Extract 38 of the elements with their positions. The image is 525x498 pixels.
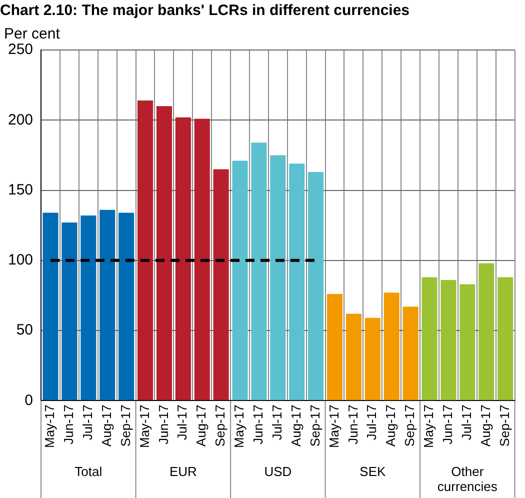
x-tick-label: Jun-17 — [345, 404, 360, 444]
y-tick-label: 50 — [16, 322, 34, 339]
x-tick-label: Jul-17 — [458, 404, 474, 440]
y-tick-label: 100 — [8, 252, 34, 269]
x-tick-label: Jun-17 — [156, 404, 171, 444]
text: SEK — [360, 464, 386, 480]
text: USD — [264, 464, 292, 480]
x-tick-label: Sep-17 — [212, 404, 228, 447]
y-tick-label: 250 — [8, 41, 34, 58]
x-tick-label: Jul-17 — [269, 404, 284, 440]
x-tick-label: May-17 — [421, 404, 436, 448]
x-tick-label: Jun-17 — [61, 404, 76, 444]
x-tick-label: Jun-17 — [250, 404, 266, 444]
y-tick-label: 0 — [24, 392, 34, 409]
x-tick-label: Aug-17 — [383, 404, 398, 447]
x-tick-label: Aug-17 — [194, 404, 209, 447]
x-tick-label: Aug-17 — [478, 404, 493, 447]
x-tick-label: May-17 — [136, 404, 152, 448]
x-tick-label: May-17 — [42, 404, 58, 448]
y-axis-title: Per cent — [4, 26, 61, 43]
chart-title: Chart 2.10: The major banks' LCRs in different currencies — [0, 2, 410, 20]
x-tick-label: Jun-17 — [440, 404, 456, 444]
y-tick-label: 150 — [8, 181, 34, 198]
text: EUR — [169, 464, 197, 480]
x-tick-label: Sep-17 — [307, 404, 322, 447]
x-tick-label: May-17 — [326, 404, 342, 448]
x-tick-label: Jul-17 — [80, 404, 95, 440]
x-tick-label: Aug-17 — [98, 404, 114, 447]
x-tick-label: Aug-17 — [288, 404, 304, 447]
x-tick-label: Sep-17 — [118, 404, 133, 447]
x-tick-label: Jul-17 — [174, 404, 190, 440]
x-tick-label: Sep-17 — [496, 404, 512, 447]
y-tick-label: 200 — [8, 111, 34, 128]
text: Other currencies — [437, 464, 498, 494]
x-tick-label: Jul-17 — [364, 404, 380, 440]
text: Total — [74, 464, 102, 480]
x-tick-label: Sep-17 — [402, 404, 418, 447]
x-tick-label: May-17 — [232, 404, 247, 448]
